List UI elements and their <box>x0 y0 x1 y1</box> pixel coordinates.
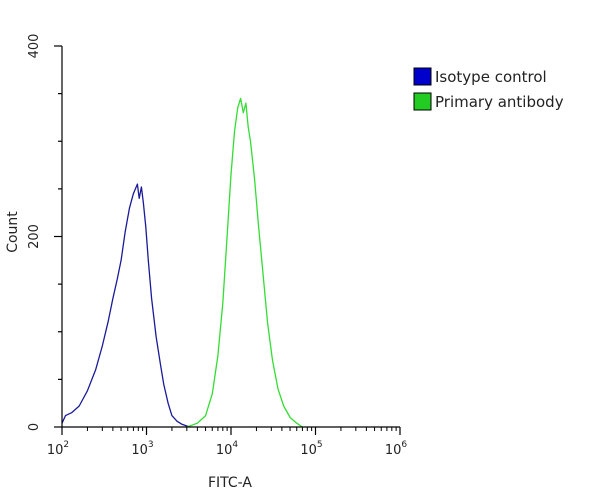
axes-layer: 102 103 104 105 106 0 200 400 <box>27 34 407 458</box>
x-tick-label: 104 <box>216 440 239 458</box>
series-line-1 <box>186 97 303 428</box>
x-axis-title: FITC-A <box>208 475 252 491</box>
legend: Isotype control Primary antibody <box>413 67 564 111</box>
x-tick-label: 102 <box>47 440 69 458</box>
x-tick-label: 106 <box>385 440 408 458</box>
x-tick-label: 103 <box>131 440 153 458</box>
series-layer <box>61 97 303 428</box>
x-tick-label: 105 <box>300 440 322 458</box>
series-line-0 <box>61 183 191 428</box>
y-axis-title: Count <box>5 211 21 253</box>
legend-swatch-isotype <box>413 67 432 86</box>
y-tick-label: 400 <box>27 34 42 59</box>
legend-label-primary: Primary antibody <box>435 93 564 111</box>
y-tick-label: 0 <box>27 423 42 431</box>
legend-swatch-primary <box>413 92 432 111</box>
y-tick-label: 200 <box>27 224 42 249</box>
legend-label-isotype: Isotype control <box>435 68 547 86</box>
